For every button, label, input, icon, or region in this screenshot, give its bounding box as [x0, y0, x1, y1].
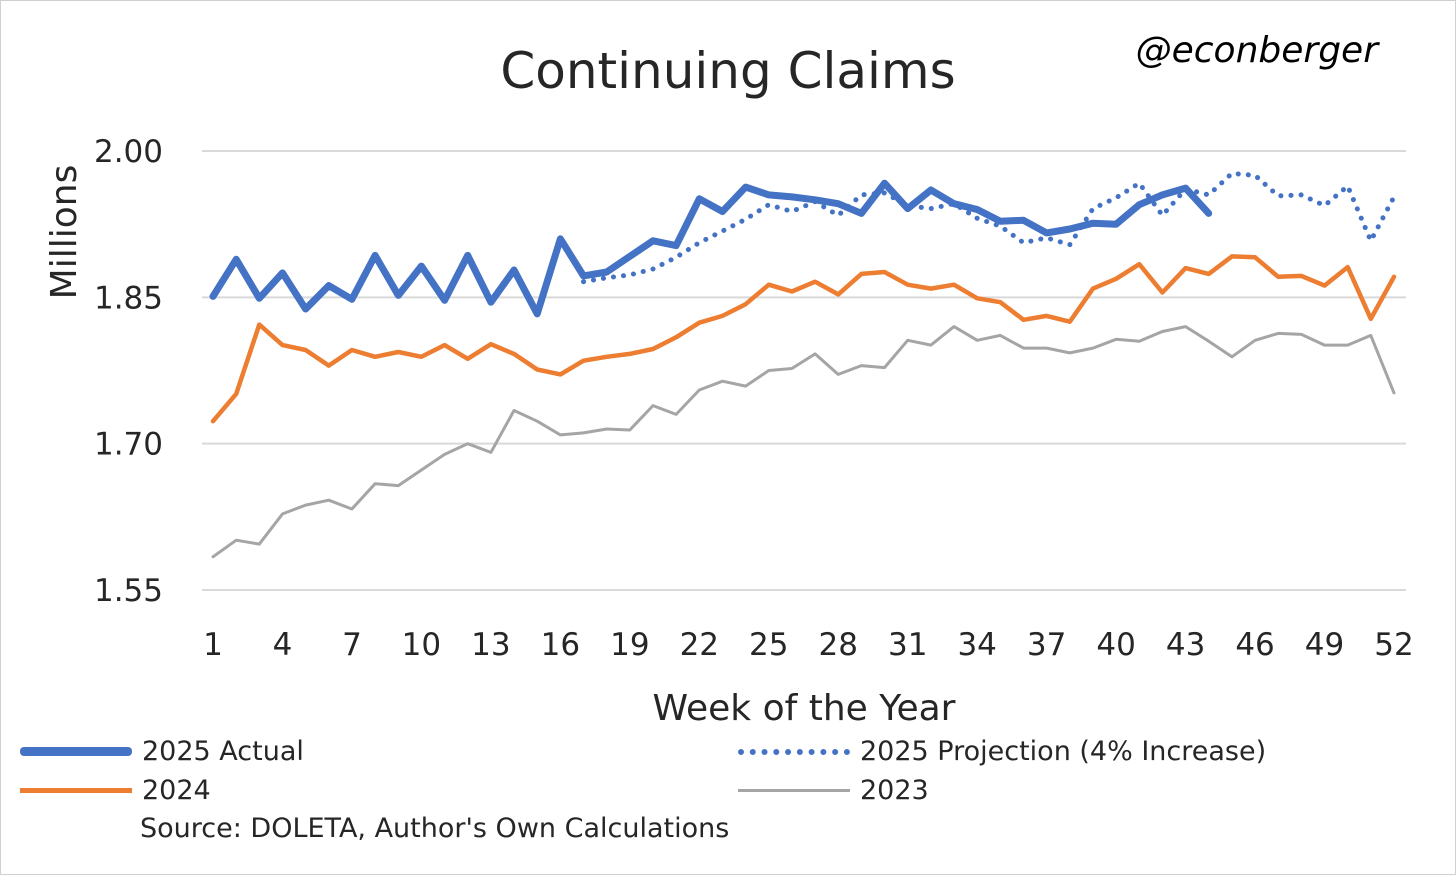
x-tick-label: 34 — [957, 627, 996, 663]
y-axis-label: Millions — [44, 165, 85, 300]
x-tick-label: 19 — [610, 627, 649, 663]
x-tick-label: 46 — [1235, 627, 1274, 663]
x-tick-label: 16 — [541, 627, 580, 663]
x-tick-label: 40 — [1096, 627, 1135, 663]
y-tick-label: 1.55 — [94, 573, 163, 609]
series-line-2025-actual — [209, 179, 1213, 318]
x-tick-label: 25 — [749, 627, 788, 663]
legend-label: 2024 — [142, 775, 211, 806]
legend-label: 2025 Projection (4% Increase) — [860, 736, 1267, 767]
legend-label: 2025 Actual — [142, 736, 304, 767]
legend-swatch-2024 — [20, 788, 132, 793]
x-tick-label: 13 — [471, 627, 510, 663]
x-tick-label: 10 — [402, 627, 441, 663]
x-tick-label: 49 — [1305, 627, 1344, 663]
series-lines — [209, 170, 1397, 559]
source-note: Source: DOLETA, Author's Own Calculation… — [140, 813, 730, 844]
series-line-2023 — [211, 325, 1396, 559]
x-tick-label: 22 — [680, 627, 719, 663]
x-tick-label: 28 — [819, 627, 858, 663]
x-tick-labels: 1 4 7 10 13 16 19 22 25 28 31 34 37 40 43 46 49 52 — [203, 627, 1414, 663]
legend-item-2024: 2024 — [20, 775, 211, 806]
x-tick-label: 31 — [888, 627, 927, 663]
series-line-2024 — [210, 254, 1397, 424]
x-axis-label: Week of the Year — [653, 688, 956, 729]
legend-swatch-2025-actual — [20, 747, 132, 756]
legend-swatch-2025-projection — [738, 748, 850, 755]
gridlines — [202, 150, 1406, 591]
x-tick-label: 4 — [273, 627, 293, 663]
x-tick-label: 1 — [203, 627, 223, 663]
y-tick-label: 1.70 — [94, 427, 163, 463]
legend-swatch-2023 — [738, 789, 850, 792]
x-tick-label: 43 — [1166, 627, 1205, 663]
author-handle: @econberger — [1135, 30, 1378, 71]
legend-item-2025-projection: 2025 Projection (4% Increase) — [738, 736, 1266, 767]
y-tick-labels: 1.55 1.70 1.85 2.00 — [94, 134, 163, 609]
legend-item-2025-actual: 2025 Actual — [20, 736, 304, 767]
series-line-2025-projection-4-increase — [581, 170, 1397, 285]
y-tick-label: 1.85 — [94, 280, 163, 316]
legend-label: 2023 — [860, 775, 929, 806]
x-tick-label: 52 — [1374, 627, 1413, 663]
chart-title: Continuing Claims — [500, 42, 956, 100]
x-tick-label: 7 — [342, 627, 362, 663]
x-tick-label: 37 — [1027, 627, 1066, 663]
legend-item-2023: 2023 — [738, 775, 929, 806]
y-tick-label: 2.00 — [94, 134, 163, 170]
